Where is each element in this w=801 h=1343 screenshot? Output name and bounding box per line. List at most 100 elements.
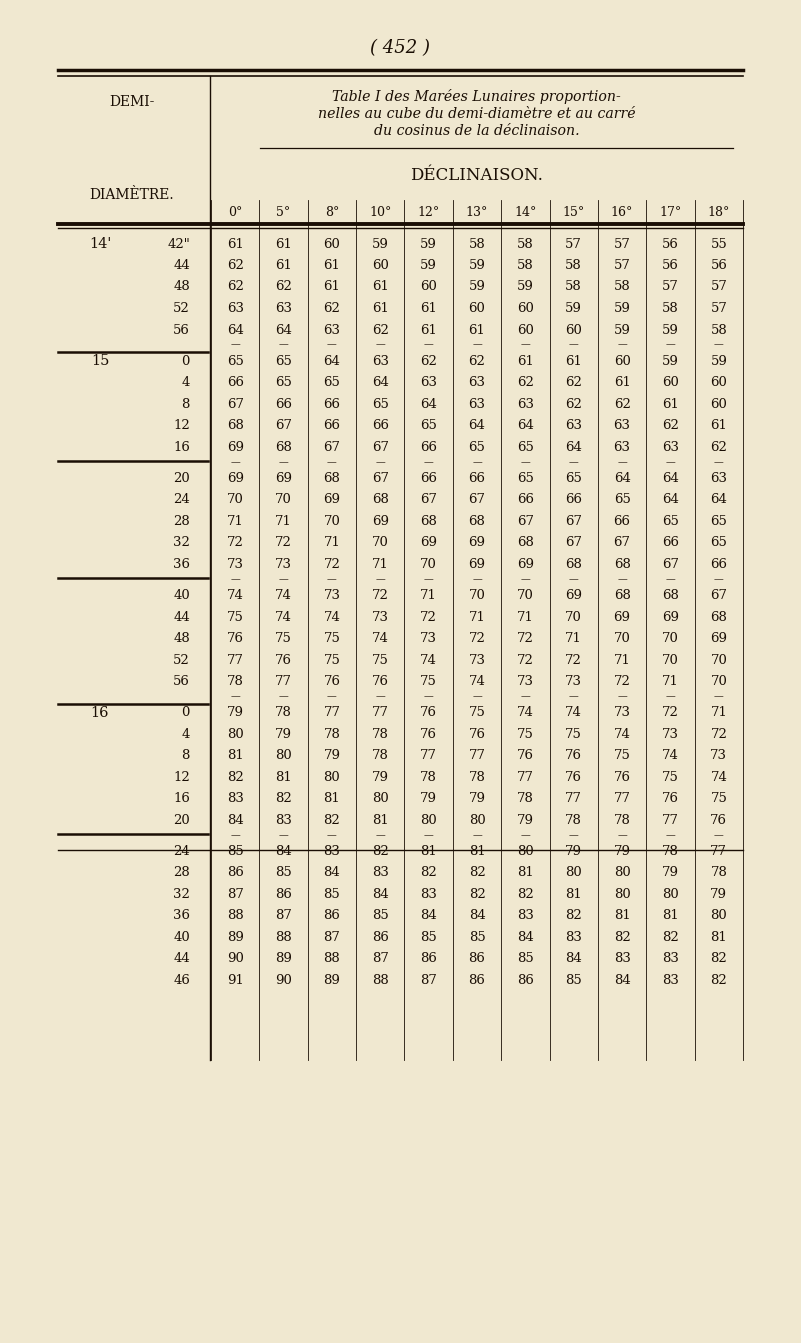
Text: 32: 32 <box>173 536 190 549</box>
Text: 66: 66 <box>372 419 388 432</box>
Text: 75: 75 <box>372 654 388 666</box>
Text: 48: 48 <box>173 633 190 645</box>
Text: 79: 79 <box>517 814 533 827</box>
Text: 83: 83 <box>614 952 630 966</box>
Text: 14°: 14° <box>514 205 537 219</box>
Text: 62: 62 <box>469 355 485 368</box>
Text: 75: 75 <box>710 792 727 806</box>
Text: 83: 83 <box>517 909 533 923</box>
Text: 73: 73 <box>372 611 388 623</box>
Text: 63: 63 <box>324 324 340 337</box>
Text: 72: 72 <box>421 611 437 623</box>
Text: 78: 78 <box>710 866 727 880</box>
Text: 76: 76 <box>566 749 582 763</box>
Text: 83: 83 <box>324 845 340 858</box>
Text: —: — <box>376 458 385 467</box>
Text: 65: 65 <box>227 355 244 368</box>
Text: 0: 0 <box>182 355 190 368</box>
Text: 59: 59 <box>517 281 533 294</box>
Text: 61: 61 <box>421 324 437 337</box>
Text: 78: 78 <box>566 814 582 827</box>
Text: 63: 63 <box>421 376 437 389</box>
Text: 65: 65 <box>662 514 679 528</box>
Text: 81: 81 <box>710 931 727 944</box>
Text: 73: 73 <box>421 633 437 645</box>
Text: 81: 81 <box>276 771 292 784</box>
Text: 76: 76 <box>469 728 485 741</box>
Text: 81: 81 <box>517 866 533 880</box>
Text: 88: 88 <box>324 952 340 966</box>
Text: —: — <box>424 692 433 701</box>
Text: 75: 75 <box>469 706 485 720</box>
Text: 67: 67 <box>372 441 388 454</box>
Text: 86: 86 <box>324 909 340 923</box>
Text: —: — <box>279 692 288 701</box>
Text: nelles au cube du demi-diamètre et au carré: nelles au cube du demi-diamètre et au ca… <box>318 107 635 121</box>
Text: 62: 62 <box>566 398 582 411</box>
Text: 65: 65 <box>372 398 388 411</box>
Text: 61: 61 <box>566 355 582 368</box>
Text: 75: 75 <box>421 676 437 688</box>
Text: 80: 80 <box>614 866 630 880</box>
Text: —: — <box>279 458 288 467</box>
Text: 8°: 8° <box>324 205 339 219</box>
Text: 55: 55 <box>710 238 727 251</box>
Text: 18°: 18° <box>707 205 730 219</box>
Text: 66: 66 <box>324 398 340 411</box>
Text: 66: 66 <box>324 419 340 432</box>
Text: 77: 77 <box>710 845 727 858</box>
Text: 74: 74 <box>421 654 437 666</box>
Text: 67: 67 <box>421 493 437 506</box>
Text: 84: 84 <box>421 909 437 923</box>
Text: 69: 69 <box>614 611 630 623</box>
Text: 80: 80 <box>710 909 727 923</box>
Text: 76: 76 <box>421 706 437 720</box>
Text: 61: 61 <box>469 324 485 337</box>
Text: 67: 67 <box>469 493 485 506</box>
Text: 59: 59 <box>469 281 485 294</box>
Text: 68: 68 <box>372 493 388 506</box>
Text: 67: 67 <box>227 398 244 411</box>
Text: 71: 71 <box>372 557 388 571</box>
Text: 87: 87 <box>421 974 437 987</box>
Text: —: — <box>569 692 578 701</box>
Text: 77: 77 <box>324 706 340 720</box>
Text: 76: 76 <box>372 676 388 688</box>
Text: 81: 81 <box>421 845 437 858</box>
Text: 60: 60 <box>566 324 582 337</box>
Text: —: — <box>327 575 336 584</box>
Text: 86: 86 <box>275 888 292 901</box>
Text: 76: 76 <box>710 814 727 827</box>
Text: 15°: 15° <box>562 205 585 219</box>
Text: 70: 70 <box>227 493 244 506</box>
Text: 79: 79 <box>275 728 292 741</box>
Text: 70: 70 <box>324 514 340 528</box>
Text: —: — <box>618 692 627 701</box>
Text: 62: 62 <box>227 259 244 273</box>
Text: 82: 82 <box>710 952 727 966</box>
Text: 65: 65 <box>517 471 533 485</box>
Text: 91: 91 <box>227 974 244 987</box>
Text: 79: 79 <box>614 845 630 858</box>
Text: 60: 60 <box>710 398 727 411</box>
Text: 80: 80 <box>566 866 582 880</box>
Text: 76: 76 <box>421 728 437 741</box>
Text: 79: 79 <box>372 771 388 784</box>
Text: Table I des Marées Lunaires proportion-: Table I des Marées Lunaires proportion- <box>332 90 621 105</box>
Text: 64: 64 <box>227 324 244 337</box>
Text: 64: 64 <box>662 471 679 485</box>
Text: 82: 82 <box>614 931 630 944</box>
Text: 68: 68 <box>227 419 244 432</box>
Text: 83: 83 <box>275 814 292 827</box>
Text: 73: 73 <box>324 590 340 602</box>
Text: 65: 65 <box>614 493 630 506</box>
Text: 16°: 16° <box>611 205 634 219</box>
Text: 63: 63 <box>469 376 485 389</box>
Text: 73: 73 <box>469 654 485 666</box>
Text: 78: 78 <box>227 676 244 688</box>
Text: —: — <box>666 831 675 839</box>
Text: 64: 64 <box>662 493 679 506</box>
Text: 16: 16 <box>91 705 109 720</box>
Text: 86: 86 <box>469 952 485 966</box>
Text: 86: 86 <box>517 974 533 987</box>
